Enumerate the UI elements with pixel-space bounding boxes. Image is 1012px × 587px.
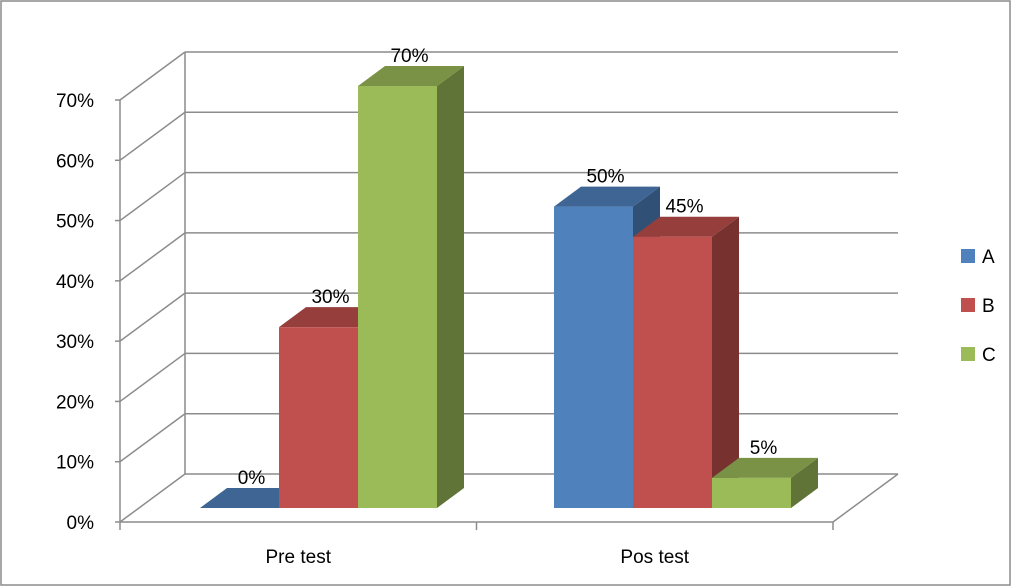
y-tick-label: 60% <box>56 151 94 172</box>
side-wall-line <box>119 232 186 282</box>
data-label: 30% <box>311 287 349 308</box>
data-label: 5% <box>750 438 778 459</box>
side-wall-line <box>119 111 186 161</box>
floor-edge <box>832 473 899 523</box>
bar-top <box>712 457 818 478</box>
chart-legend: A B C <box>961 247 996 366</box>
bar-front <box>554 206 633 509</box>
chart-bars <box>200 66 818 509</box>
side-wall-line <box>119 51 186 101</box>
legend-swatch-C <box>961 347 975 361</box>
y-tick-label: 40% <box>56 272 94 293</box>
x-tick-label: Pre test <box>266 547 332 568</box>
bar-top <box>358 66 464 86</box>
side-wall-line <box>119 171 186 222</box>
bar-front <box>712 477 791 508</box>
data-label: 50% <box>586 167 624 188</box>
side-wall-line <box>119 413 186 463</box>
legend-swatch-A <box>961 249 975 263</box>
y-tick-label: 0% <box>67 513 95 534</box>
bar-top <box>633 216 739 237</box>
data-label: 70% <box>390 46 428 67</box>
bar-C-pre-test <box>358 66 464 508</box>
legend-label-B: B <box>982 296 995 317</box>
side-wall-line <box>119 352 186 403</box>
legend-label-A: A <box>982 247 995 268</box>
x-tick-label: Pos test <box>620 547 689 568</box>
bar-side <box>437 66 464 508</box>
bar-front <box>279 327 358 508</box>
bar-B-pos-test <box>633 216 739 508</box>
bar-side <box>791 457 818 508</box>
y-tick-label: 50% <box>56 212 94 233</box>
bar-top <box>554 186 660 207</box>
y-tick-label: 10% <box>56 453 94 474</box>
y-tick-label: 30% <box>56 332 94 353</box>
data-label: 45% <box>665 197 703 218</box>
bar-side <box>712 216 739 508</box>
side-wall-line <box>119 473 186 523</box>
chart-labels: 0% 10% 20% 30% 40% 50% 60% 70% Pre test Pos test 0… <box>56 46 777 568</box>
legend-label-C: C <box>982 345 996 366</box>
data-label: 0% <box>238 468 266 489</box>
side-wall-line <box>119 292 186 342</box>
y-tick-label: 70% <box>56 91 94 112</box>
legend-swatch-B <box>961 298 975 312</box>
bar-front <box>633 236 712 508</box>
bar-front <box>358 86 437 508</box>
bar-C-pos-test <box>712 457 818 508</box>
y-tick-label: 20% <box>56 392 94 413</box>
